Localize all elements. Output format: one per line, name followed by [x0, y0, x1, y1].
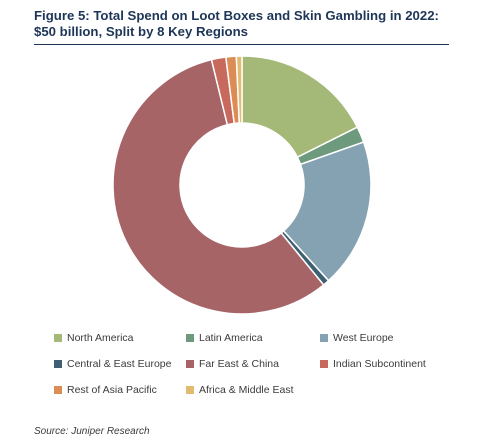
- legend-item-africa-middle-east: Africa & Middle East: [186, 384, 294, 396]
- legend-item-central-east-europe: Central & East Europe: [54, 358, 171, 370]
- legend-item-rest-of-asia-pacific: Rest of Asia Pacific: [54, 384, 157, 396]
- legend-item-north-america: North America: [54, 332, 134, 344]
- legend-label: North America: [67, 332, 134, 344]
- legend-item-far-east-china: Far East & China: [186, 358, 279, 370]
- legend-swatch: [320, 334, 328, 342]
- legend-label: Far East & China: [199, 358, 279, 370]
- chart-title-line-1: Figure 5: Total Spend on Loot Boxes and …: [34, 8, 439, 23]
- legend-item-latin-america: Latin America: [186, 332, 263, 344]
- slice-far-east-china: [112, 58, 325, 315]
- donut-chart: [112, 55, 372, 315]
- legend-swatch: [186, 360, 194, 368]
- legend-item-west-europe: West Europe: [320, 332, 394, 344]
- legend-label: Rest of Asia Pacific: [67, 384, 157, 396]
- legend-label: Indian Subcontinent: [333, 358, 426, 370]
- slice-africa-middle-east: [235, 55, 243, 124]
- legend-label: Africa & Middle East: [199, 384, 294, 396]
- legend-swatch: [54, 386, 62, 394]
- slice-west-europe: [282, 141, 372, 282]
- legend-swatch: [186, 334, 194, 342]
- legend-label: Central & East Europe: [67, 358, 172, 370]
- legend-label: Latin America: [199, 332, 263, 344]
- slice-north-america: [241, 55, 359, 159]
- legend-swatch: [54, 334, 62, 342]
- source-note: Source: Juniper Research: [34, 426, 150, 437]
- legend-item-indian-subcontinent: Indian Subcontinent: [320, 358, 426, 370]
- legend-swatch: [320, 360, 328, 368]
- legend-swatch: [54, 360, 62, 368]
- legend-swatch: [186, 386, 194, 394]
- chart-title: Figure 5: Total Spend on Loot Boxes and …: [34, 8, 464, 40]
- chart-title-line-2: $50 billion, Split by 8 Key Regions: [34, 24, 248, 39]
- legend-label: West Europe: [333, 332, 394, 344]
- title-divider: [34, 44, 449, 45]
